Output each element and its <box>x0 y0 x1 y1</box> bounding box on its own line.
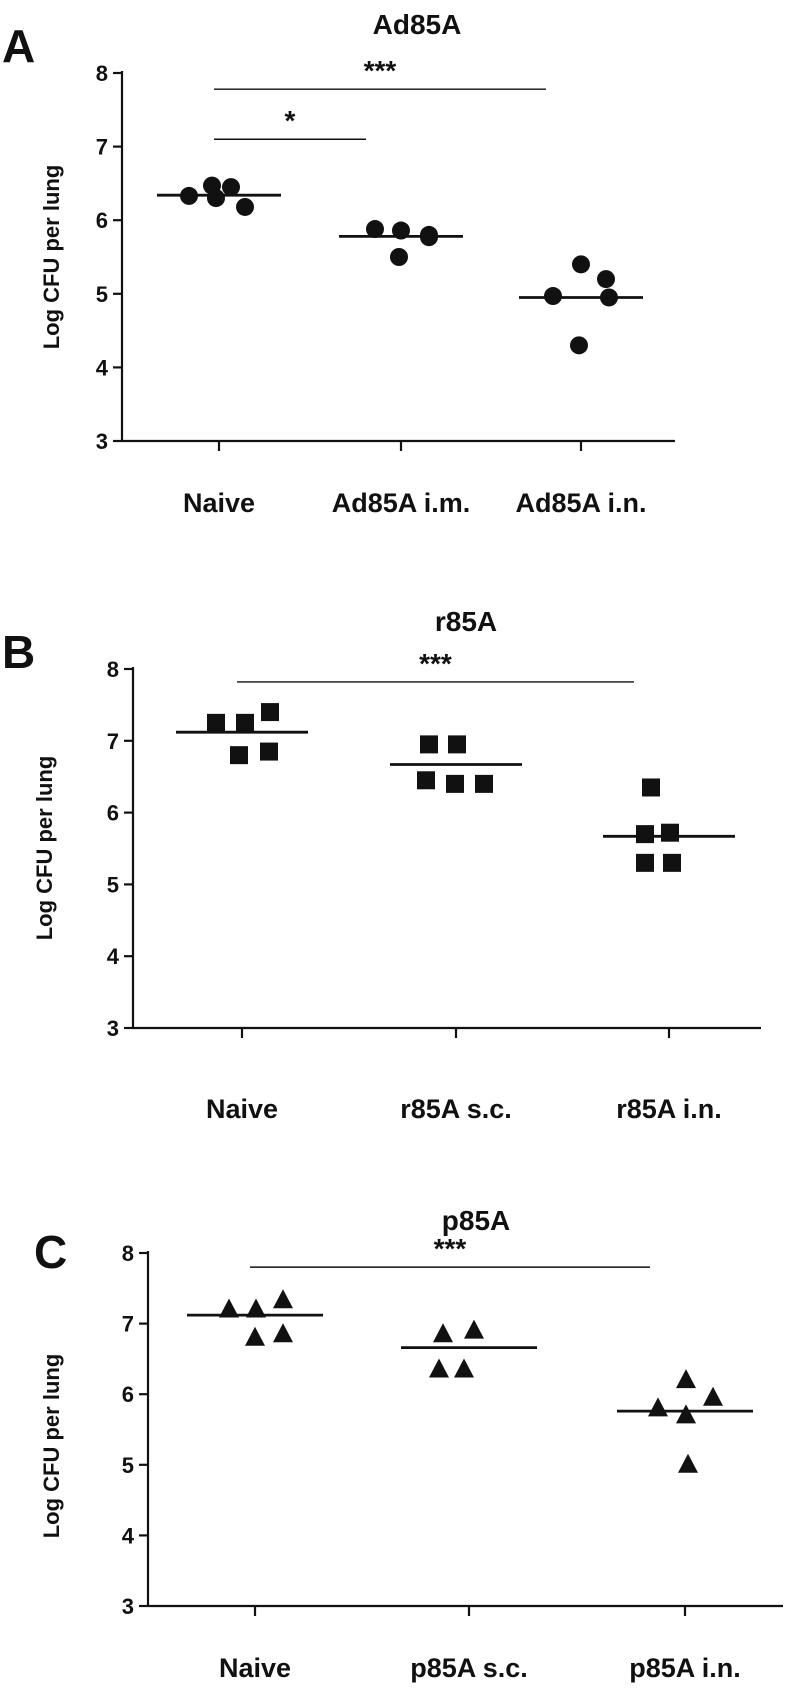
y-tick-label: 5 <box>107 872 119 897</box>
data-point <box>446 774 464 793</box>
y-tick-label: 7 <box>122 1312 134 1337</box>
x-tick-label: p85A s.c. <box>410 1653 528 1683</box>
y-tick-label: 4 <box>122 1523 135 1548</box>
data-point <box>454 1358 474 1378</box>
y-tick-label: 3 <box>107 1016 119 1041</box>
data-point <box>236 197 254 216</box>
x-tick-label: r85A i.n. <box>616 1094 722 1124</box>
panel-a: A Ad85A Log CFU per lung 3 4 5 6 7 8 Naive Ad85A i… <box>2 9 675 518</box>
data-point <box>390 248 408 266</box>
x-tick-label: Naive <box>206 1094 278 1124</box>
data-point <box>236 713 254 732</box>
significance-label: * <box>285 105 296 136</box>
y-tick-label: 4 <box>96 355 109 380</box>
data-point <box>245 1326 265 1346</box>
data-point <box>219 1298 239 1318</box>
data-point <box>544 287 562 306</box>
data-point <box>448 735 466 754</box>
data-point <box>475 774 493 793</box>
chart-title: Ad85A <box>373 9 462 40</box>
x-tick-label: Naive <box>219 1653 291 1683</box>
data-point <box>636 853 654 872</box>
panel-letter: B <box>2 626 35 678</box>
y-tick-label: 6 <box>107 801 119 826</box>
significance-label: *** <box>364 55 397 86</box>
x-tick-label: Ad85A i.m. <box>332 488 471 518</box>
y-tick-label: 5 <box>122 1453 134 1478</box>
data-point <box>703 1386 723 1406</box>
y-tick-label: 8 <box>107 657 119 682</box>
data-point <box>417 771 435 790</box>
x-tick-label: Ad85A i.n. <box>515 488 646 518</box>
y-tick-label: 8 <box>96 61 108 86</box>
data-point <box>273 1289 293 1309</box>
data-point <box>678 1453 698 1473</box>
data-point <box>572 255 590 274</box>
data-point <box>207 713 225 732</box>
y-tick-label: 6 <box>122 1382 134 1407</box>
y-axis-label: Log CFU per lung <box>39 165 64 350</box>
data-point <box>366 220 384 239</box>
significance-label: *** <box>434 1233 467 1264</box>
data-point <box>207 189 225 208</box>
data-point <box>246 1298 266 1318</box>
y-tick-label: 7 <box>107 729 119 754</box>
data-point <box>464 1319 484 1339</box>
data-point <box>642 778 660 797</box>
data-point <box>261 703 279 722</box>
y-axis-label: Log CFU per lung <box>39 1354 64 1539</box>
data-point <box>570 336 588 355</box>
x-tick-label: p85A i.n. <box>629 1653 741 1683</box>
data-point <box>433 1323 453 1343</box>
data-point <box>648 1397 668 1417</box>
data-point <box>661 823 679 842</box>
data-point <box>420 735 438 754</box>
significance-label: *** <box>419 648 452 679</box>
panel-letter: C <box>34 1226 67 1278</box>
data-point <box>636 825 654 844</box>
y-tick-label: 8 <box>122 1241 134 1266</box>
chart-title: p85A <box>442 1205 510 1236</box>
data-point <box>222 178 240 197</box>
y-tick-label: 7 <box>96 135 108 160</box>
y-axis-label: Log CFU per lung <box>32 756 57 941</box>
y-tick-label: 5 <box>96 282 108 307</box>
data-point <box>676 1369 696 1389</box>
x-tick-label: Naive <box>183 488 255 518</box>
y-tick-label: 3 <box>122 1594 134 1619</box>
data-point <box>676 1404 696 1424</box>
chart-title: r85A <box>435 606 497 637</box>
data-point <box>260 742 278 761</box>
x-tick-label: r85A s.c. <box>400 1094 512 1124</box>
y-tick-label: 6 <box>96 208 108 233</box>
panel-letter: A <box>2 20 35 72</box>
y-tick-label: 3 <box>96 429 108 454</box>
data-point <box>273 1323 293 1343</box>
data-point <box>429 1358 449 1378</box>
y-tick-label: 4 <box>107 944 120 969</box>
data-point <box>597 270 615 289</box>
data-point <box>663 853 681 872</box>
data-point <box>230 746 248 765</box>
